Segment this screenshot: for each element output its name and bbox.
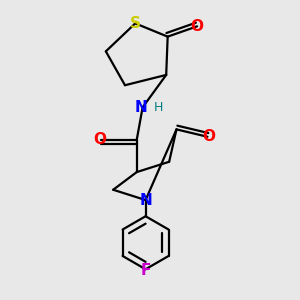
Text: O: O <box>202 129 215 144</box>
Text: F: F <box>140 263 151 278</box>
Text: N: N <box>135 100 148 115</box>
Text: H: H <box>154 101 164 114</box>
Text: S: S <box>130 16 141 31</box>
Text: N: N <box>139 193 152 208</box>
Text: O: O <box>190 19 204 34</box>
Text: O: O <box>93 132 106 147</box>
